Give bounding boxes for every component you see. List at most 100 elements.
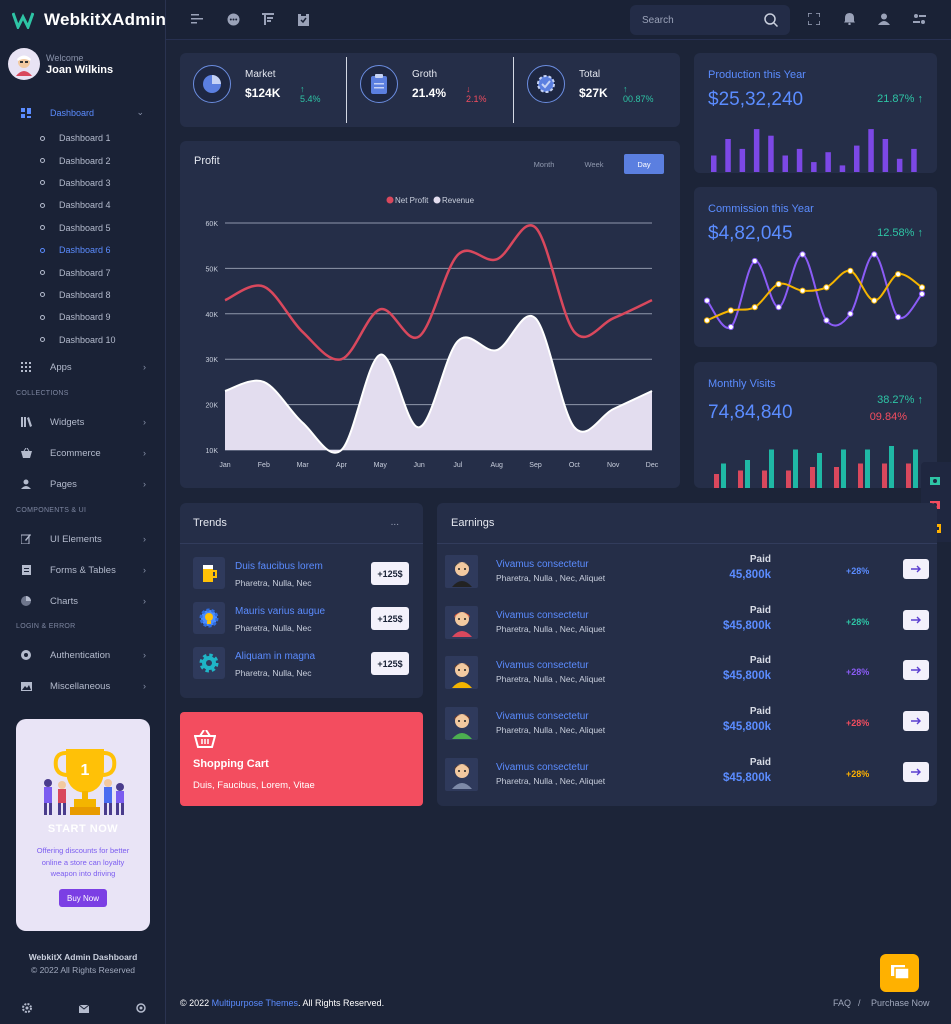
sidebar-item-forms-tables[interactable]: Forms & Tables ›	[20, 562, 150, 578]
sidebar-item-label: Authentication	[50, 649, 111, 661]
settings-icon[interactable]	[22, 1000, 32, 1018]
profile-icon[interactable]	[877, 12, 891, 26]
stats-card: Market $124K ↑ 5.4% Groth 21.4% ↓ 2.1% T…	[180, 53, 680, 127]
stat-value: $124K	[245, 85, 281, 100]
sidebar-item-ui-elements[interactable]: UI Elements ›	[20, 531, 150, 547]
sidebar-subitem-label: Dashboard 3	[59, 177, 111, 188]
arrow-right-button[interactable]	[903, 761, 929, 782]
legend-label[interactable]: Revenue	[442, 196, 475, 205]
basket-icon	[193, 729, 217, 753]
earning-title[interactable]: Vivamus consectetur	[496, 609, 589, 621]
arrow-right-icon	[911, 666, 921, 674]
paid-label: Paid	[749, 706, 771, 718]
x-tick-label: Aug	[490, 462, 503, 469]
sidebar-subitem-dashboard-1[interactable]: Dashboard 1	[0, 127, 166, 149]
cart-subtitle: Duis, Faucibus, Lorem, Vitae	[193, 780, 315, 791]
trend-item[interactable]: Aliquam in magna Pharetra, Nulla, Nec +1…	[193, 647, 409, 681]
bell-icon[interactable]	[842, 12, 856, 26]
fullscreen-icon[interactable]	[807, 12, 821, 26]
footer-link[interactable]: Multipurpose Themes	[211, 998, 299, 1008]
x-tick-label: Jun	[413, 462, 424, 469]
sidebar-item-apps[interactable]: Apps ›	[20, 359, 150, 375]
visits-pct-down: 09.84%	[869, 411, 907, 423]
visits-bar-red	[810, 467, 815, 488]
commission-point	[918, 290, 926, 298]
chevron-right-icon: ›	[143, 479, 146, 489]
earning-amount: $45,800k	[723, 721, 771, 734]
earning-title[interactable]: Vivamus consectetur	[496, 660, 589, 672]
arrow-right-icon	[911, 565, 921, 573]
production-bar	[896, 158, 903, 172]
legend-label[interactable]: Net Profit	[395, 196, 429, 205]
sidebar-item-authentication[interactable]: Authentication ›	[20, 647, 150, 663]
purchase-now-link[interactable]: Purchase Now	[871, 998, 930, 1008]
arrow-up-icon: ↑	[914, 227, 923, 239]
x-tick-label: Nov	[607, 462, 620, 469]
sidebar-item-dashboard[interactable]: Dashboard ⌄	[0, 104, 166, 121]
trend-item[interactable]: Mauris varius augue Pharetra, Nulla, Nec…	[193, 602, 409, 636]
more-options-icon[interactable]: ...	[390, 517, 399, 528]
sidebar-subitem-dashboard-6[interactable]: Dashboard 6	[0, 239, 166, 261]
chat-icon[interactable]	[226, 12, 240, 26]
logo[interactable]: WebkitXAdmin	[12, 10, 166, 30]
sidebar-item-widgets[interactable]: Widgets ›	[20, 414, 150, 430]
earning-amount: $45,800k	[723, 670, 771, 683]
commission-point	[703, 297, 711, 304]
commission-point	[823, 284, 830, 291]
y-tick-label: 40K	[206, 312, 219, 319]
sidebar-subitem-dashboard-8[interactable]: Dashboard 8	[0, 284, 166, 306]
user-profile[interactable]: Welcome Joan Wilkins	[8, 48, 113, 80]
arrow-right-button[interactable]	[903, 660, 929, 681]
visits-bar-red	[906, 463, 911, 488]
sidebar-item-miscellaneous[interactable]: Miscellaneous ›	[20, 678, 150, 694]
earning-title[interactable]: Vivamus consectetur	[496, 761, 589, 773]
trend-item[interactable]: Duis faucibus lorem Pharetra, Nulla, Nec…	[193, 557, 409, 591]
power-icon[interactable]	[136, 1000, 146, 1018]
trend-badge: +125$	[371, 562, 409, 585]
flag-icon[interactable]	[261, 12, 275, 26]
beer-icon	[193, 557, 225, 589]
search-icon[interactable]	[764, 13, 778, 27]
tab-month[interactable]: Month	[533, 159, 555, 169]
shopping-cart-card[interactable]: Shopping Cart Duis, Faucibus, Lorem, Vit…	[180, 712, 423, 806]
sidebar-subitem-dashboard-9[interactable]: Dashboard 9	[0, 306, 166, 328]
arrow-right-button[interactable]	[903, 711, 929, 732]
clipboard-icon[interactable]	[296, 12, 310, 26]
sidebar-item-pages[interactable]: Pages ›	[20, 476, 150, 492]
document-icon	[20, 564, 32, 576]
settings-toggle-icon[interactable]	[912, 12, 926, 26]
mail-icon[interactable]	[78, 1000, 90, 1018]
search-input[interactable]	[630, 5, 790, 35]
arrow-right-icon	[911, 768, 921, 776]
earning-title[interactable]: Vivamus consectetur	[496, 711, 589, 723]
arrow-right-button[interactable]	[903, 609, 929, 630]
svg-text:1: 1	[81, 762, 90, 779]
sidebar-item-label: Miscellaneous	[50, 680, 111, 692]
legend-marker	[386, 196, 394, 204]
sidebar-subitem-dashboard-2[interactable]: Dashboard 2	[0, 149, 166, 171]
sidebar-item-ecommerce[interactable]: Ecommerce ›	[20, 445, 150, 461]
faq-link[interactable]: FAQ	[833, 998, 852, 1008]
sidebar-item-charts[interactable]: Charts ›	[20, 593, 150, 609]
sidebar-subitem-dashboard-4[interactable]: Dashboard 4	[0, 194, 166, 216]
commission-point	[823, 317, 830, 324]
sidebar-subitem-label: Dashboard 5	[59, 222, 111, 233]
tab-week[interactable]: Week	[584, 159, 604, 169]
sidebar-item-label: Charts	[50, 595, 78, 607]
sidebar-subitem-dashboard-3[interactable]: Dashboard 3	[0, 172, 166, 194]
buy-now-button[interactable]: Buy Now	[59, 889, 107, 907]
color-swatch-teal-icon[interactable]	[930, 472, 940, 490]
chevron-right-icon: ›	[143, 650, 146, 660]
visits-bar-teal	[913, 449, 918, 488]
y-tick-label: 30K	[206, 357, 219, 364]
sidebar-subitem-dashboard-7[interactable]: Dashboard 7	[0, 261, 166, 283]
earning-subtitle: Pharetra, Nulla , Nec, Aliquet	[496, 573, 606, 583]
menu-toggle-icon[interactable]	[190, 12, 204, 26]
floating-action-button[interactable]	[880, 954, 919, 992]
arrow-right-button[interactable]	[903, 559, 929, 579]
sidebar-subitem-dashboard-10[interactable]: Dashboard 10	[0, 329, 166, 351]
commission-point	[847, 267, 854, 275]
earning-title[interactable]: Vivamus consectetur	[496, 559, 589, 570]
sidebar-subitem-dashboard-5[interactable]: Dashboard 5	[0, 217, 166, 239]
tab-day[interactable]: Day	[624, 154, 664, 174]
